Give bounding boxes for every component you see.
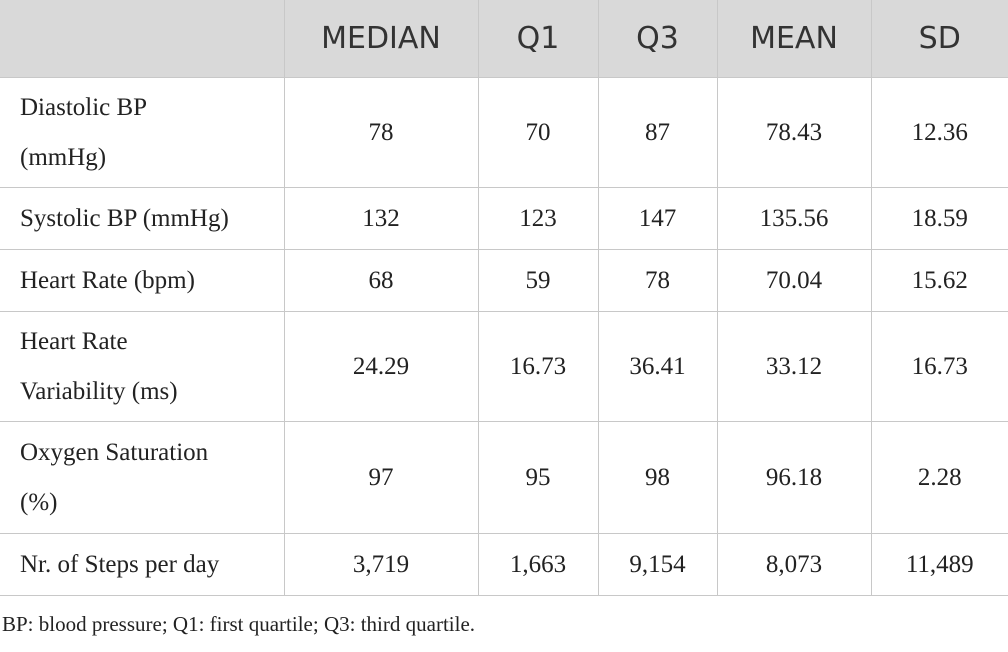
cell-text: 68 — [368, 266, 394, 294]
cell-text: 1,663 — [509, 550, 567, 578]
cell-text: MEAN — [750, 21, 838, 56]
row-label: Diastolic BP (mmHg) — [0, 77, 285, 188]
value-cell: 70.04 — [716, 249, 872, 312]
cell-text: 95 — [525, 463, 551, 491]
value-cell: 15.62 — [870, 249, 1008, 312]
header-cell: Q3 — [597, 0, 718, 78]
cell-text: Diastolic BP (mmHg) — [20, 93, 147, 171]
value-cell: 96.18 — [716, 421, 872, 534]
table-row: Oxygen Saturation (%) 97 95 98 96.18 2.28 — [0, 421, 1008, 534]
cell-text: Heart Rate Variability (ms) — [20, 327, 178, 405]
value-cell: 87 — [597, 77, 718, 188]
value-cell: 1,663 — [477, 533, 599, 596]
cell-text: 87 — [645, 118, 670, 146]
cell-text: 97 — [368, 463, 394, 491]
cell-text: Nr. of Steps per day — [20, 550, 220, 578]
value-cell: 123 — [477, 187, 599, 250]
cell-text: 24.29 — [352, 352, 410, 380]
cell-text: 70 — [525, 118, 551, 146]
cell-text: 3,719 — [352, 550, 410, 578]
value-cell: 147 — [597, 187, 718, 250]
cell-text: Q1 — [516, 21, 560, 56]
value-cell: 24.29 — [283, 311, 479, 422]
value-cell: 135.56 — [716, 187, 872, 250]
value-cell: 12.36 — [870, 77, 1008, 188]
cell-text: MEDIAN — [321, 21, 441, 56]
cell-text: 78 — [645, 266, 670, 294]
value-cell: 97 — [283, 421, 479, 534]
footnote: BP: blood pressure; Q1: first quartile; … — [2, 612, 476, 636]
value-cell: 95 — [477, 421, 599, 534]
table-row: Nr. of Steps per day 3,719 1,663 9,154 8,073… — [0, 533, 1008, 596]
cell-text: 16.73 — [911, 352, 968, 380]
cell-text: 18.59 — [911, 204, 968, 232]
value-cell: 98 — [597, 421, 718, 534]
row-label: Oxygen Saturation (%) — [0, 421, 285, 534]
table-row: Heart Rate Variability (ms) 24.29 16.73 36.… — [0, 311, 1008, 422]
cell-text: Systolic BP (mmHg) — [20, 204, 229, 232]
header-row: MEDIAN Q1 Q3 MEAN SD — [0, 0, 1008, 78]
value-cell: 8,073 — [716, 533, 872, 596]
cell-text: 132 — [362, 204, 400, 232]
row-label: Systolic BP (mmHg) — [0, 187, 285, 250]
cell-text: 15.62 — [911, 266, 968, 294]
row-label: Heart Rate (bpm) — [0, 249, 285, 312]
value-cell: 132 — [283, 187, 479, 250]
value-cell: 68 — [283, 249, 479, 312]
value-cell: 9,154 — [597, 533, 718, 596]
value-cell: 11,489 — [870, 533, 1008, 596]
table-row: Systolic BP (mmHg) 132 123 147 135.56 18.59 — [0, 187, 1008, 250]
value-cell: 70 — [477, 77, 599, 188]
value-cell: 16.73 — [870, 311, 1008, 422]
cell-text: Heart Rate (bpm) — [20, 266, 195, 294]
header-cell: MEDIAN — [283, 0, 479, 78]
header-cell — [0, 0, 285, 78]
header-cell: MEAN — [716, 0, 872, 78]
cell-text: Q3 — [636, 21, 679, 56]
cell-text: 78 — [368, 118, 394, 146]
value-cell: 18.59 — [870, 187, 1008, 250]
cell-text: 78.43 — [765, 118, 823, 146]
cell-text: 98 — [645, 463, 670, 491]
table-row: Heart Rate (bpm) 68 59 78 70.04 15.62 — [0, 249, 1008, 312]
cell-text: SD — [918, 21, 961, 56]
table-row: Diastolic BP (mmHg) 78 70 87 78.43 12.36 — [0, 77, 1008, 188]
cell-text: Oxygen Saturation (%) — [20, 438, 209, 516]
data-table: MEDIAN Q1 Q3 MEAN SD Diastolic BP (mmHg) 78 70… — [0, 0, 1008, 596]
cell-text: 8,073 — [765, 550, 823, 578]
cell-text: 70.04 — [765, 266, 823, 294]
cell-text: 16.73 — [509, 352, 567, 380]
header-cell: Q1 — [477, 0, 599, 78]
value-cell: 78 — [597, 249, 718, 312]
table-body: Diastolic BP (mmHg) 78 70 87 78.43 12.36 Systo… — [0, 77, 1008, 596]
header-cell: SD — [870, 0, 1008, 78]
cell-text: 36.41 — [629, 352, 686, 380]
value-cell: 2.28 — [870, 421, 1008, 534]
value-cell: 78.43 — [716, 77, 872, 188]
cell-text: 123 — [519, 204, 557, 232]
cell-text: 2.28 — [917, 463, 962, 491]
cell-text: 59 — [525, 266, 551, 294]
value-cell: 78 — [283, 77, 479, 188]
cell-text: 135.56 — [759, 204, 829, 232]
cell-text: 9,154 — [629, 550, 686, 578]
row-label: Nr. of Steps per day — [0, 533, 285, 596]
value-cell: 59 — [477, 249, 599, 312]
cell-text: 12.36 — [911, 118, 968, 146]
cell-text: 11,489 — [905, 550, 974, 578]
value-cell: 3,719 — [283, 533, 479, 596]
cell-text: 96.18 — [765, 463, 823, 491]
value-cell: 33.12 — [716, 311, 872, 422]
value-cell: 36.41 — [597, 311, 718, 422]
row-label: Heart Rate Variability (ms) — [0, 311, 285, 422]
value-cell: 16.73 — [477, 311, 599, 422]
cell-text: 147 — [638, 204, 677, 232]
cell-text: 33.12 — [765, 352, 823, 380]
